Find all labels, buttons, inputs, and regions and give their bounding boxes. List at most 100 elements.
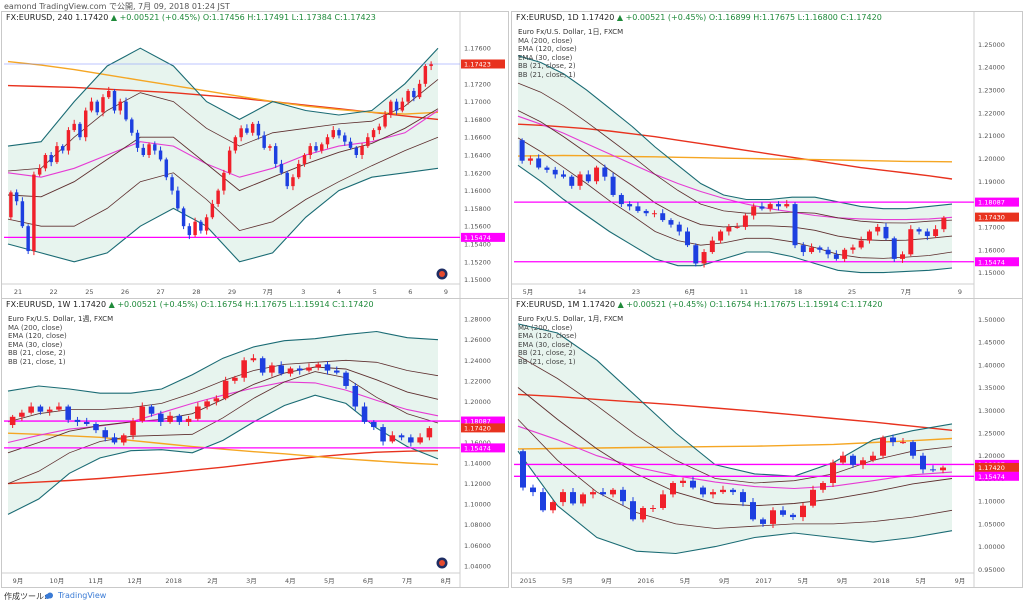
candle-body	[66, 130, 71, 151]
x-tick-label: 9月	[13, 577, 24, 585]
x-tick-label: 23	[632, 288, 640, 296]
chart-svg[interactable]: 1.176001.174001.172001.170001.168001.166…	[2, 12, 508, 298]
legend-item: BB (21, close, 2)	[518, 349, 576, 358]
candle-body	[49, 155, 53, 163]
candle-body	[95, 101, 99, 113]
candle-body	[740, 492, 746, 503]
x-tick-label: 22	[50, 288, 58, 296]
open: O:1.17456	[202, 13, 245, 22]
symbol-label: FX:EURUSD, 240	[6, 13, 73, 22]
bollinger-band-fill	[518, 323, 952, 554]
candle-body	[620, 489, 626, 502]
symbol-label: FX:EURUSD, 1D	[516, 13, 579, 22]
last-price: 1.17420	[72, 300, 107, 309]
candle-body	[239, 128, 243, 138]
y-tick-label: 1.17000	[464, 98, 491, 106]
candle-body	[850, 455, 856, 465]
legend-item: EMA (30, close)	[518, 53, 573, 62]
y-tick-label: 1.10000	[464, 501, 491, 509]
y-tick-label: 1.17600	[464, 45, 491, 53]
chart-svg[interactable]: 1.25000 1.24000 1.23000 1.22000 1.21000 1.200…	[512, 12, 1022, 298]
chart-svg[interactable]: 1.28000 1.26000 1.24000 1.22000 1.20000 1.180…	[2, 299, 508, 587]
candle-body	[296, 368, 303, 371]
chart-panel-1w[interactable]: 1.28000 1.26000 1.24000 1.22000 1.20000 1.180…	[1, 298, 509, 588]
y-tick-label: 1.25000	[978, 41, 1005, 49]
price-tag-bg	[975, 257, 1019, 267]
candle-body	[726, 226, 732, 232]
candle-body	[195, 406, 201, 419]
x-tick-label: 18	[794, 288, 802, 296]
candle-body	[875, 226, 881, 232]
candle-body	[361, 406, 368, 422]
price-tag-bg	[461, 423, 505, 433]
chart-header: FX:EURUSD, 240 1.17420 ▲ +0.00521 (+0.45…	[6, 13, 376, 22]
candle-body	[833, 254, 839, 259]
change: ▲ +0.00521 (+0.45%)	[617, 300, 707, 309]
y-tick-label: 1.06000	[464, 542, 491, 550]
candle-body	[930, 469, 936, 471]
y-tick-label: 1.10000	[978, 498, 1005, 506]
candle-body	[308, 146, 312, 155]
candle-body	[610, 176, 616, 195]
price-tag-bg	[975, 197, 1019, 207]
candle-body	[216, 190, 220, 204]
x-tick-label: 5月	[562, 577, 573, 585]
legend-item: MA (200, close)	[518, 323, 573, 332]
candle-body	[28, 406, 34, 413]
candle-body	[784, 204, 790, 207]
candle-body	[331, 130, 335, 138]
candle-body	[569, 176, 575, 186]
y-tick-label: 1.14000	[464, 460, 491, 468]
candle-body	[710, 492, 716, 495]
candle-body	[640, 508, 646, 520]
symbol-label: FX:EURUSD, 1W	[6, 300, 71, 309]
y-tick-label: 1.04000	[464, 562, 491, 570]
candle-body	[718, 231, 724, 241]
candle-body	[135, 132, 140, 148]
candle-body	[910, 442, 916, 456]
candle-body	[93, 423, 99, 431]
x-tick-label: 25	[848, 288, 856, 296]
price-tag-bg	[461, 416, 505, 426]
chart-panel-1m[interactable]: 1.50000 1.45000 1.40000 1.35000 1.30000 1.250…	[511, 298, 1023, 588]
candle-body	[241, 360, 247, 378]
candle-body	[883, 226, 889, 239]
indicator-line	[517, 82, 953, 224]
x-tick-label: 21	[14, 288, 22, 296]
candle-body	[760, 519, 766, 524]
candle-body	[809, 247, 815, 253]
x-tick-label: 6	[408, 288, 412, 296]
chart-panel-1d[interactable]: 1.25000 1.24000 1.23000 1.22000 1.21000 1.200…	[511, 11, 1023, 299]
y-tick-label: 1.40000	[978, 361, 1005, 369]
chart-svg[interactable]: 1.50000 1.45000 1.40000 1.35000 1.30000 1.250…	[512, 299, 1022, 587]
candle-body	[840, 455, 846, 463]
x-tick-label: 9月	[719, 577, 730, 585]
price-tag-bg	[975, 471, 1019, 481]
candle-body	[83, 110, 88, 138]
chart-panel-240[interactable]: 1.176001.174001.172001.170001.168001.166…	[1, 11, 509, 299]
candle-body	[343, 135, 347, 142]
candle-body	[880, 437, 886, 456]
candle-body	[527, 158, 533, 161]
indicator-line	[517, 450, 953, 555]
x-tick-label: 5月	[915, 577, 926, 585]
candle-body	[354, 147, 359, 155]
candle-body	[394, 101, 399, 111]
candle-body	[890, 437, 896, 443]
y-tick-label: 1.24000	[978, 64, 1005, 72]
candle-body	[602, 167, 608, 177]
candle-body	[916, 229, 922, 232]
price-tag-label: 1.15474	[978, 473, 1005, 481]
y-tick-label: 1.17000	[978, 223, 1005, 231]
y-tick-label: 1.35000	[978, 384, 1005, 392]
price-tag-bg	[461, 59, 505, 69]
change: ▲ +0.00521 (+0.45%)	[108, 300, 199, 309]
candle-body	[371, 421, 377, 428]
candle-body	[540, 492, 546, 511]
tradingview-link[interactable]: TradingView	[58, 591, 107, 600]
candle-body	[651, 213, 657, 215]
candle-body	[560, 492, 566, 503]
candle-body	[233, 137, 238, 151]
candle-body	[315, 364, 322, 368]
indicator-line	[517, 323, 953, 477]
